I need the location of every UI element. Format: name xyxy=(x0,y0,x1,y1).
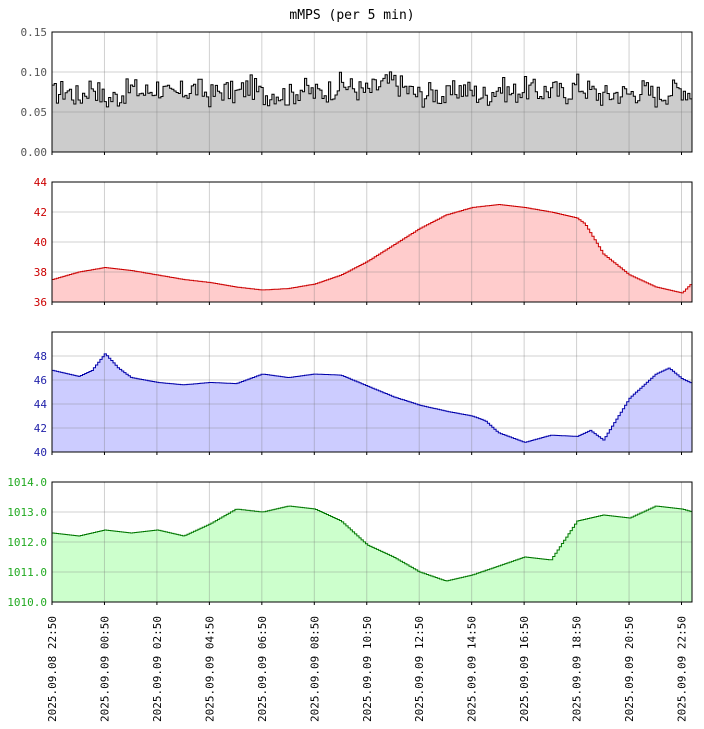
y-tick-label: 40 xyxy=(34,236,47,249)
y-tick-label: 1012.0 xyxy=(7,536,47,549)
panel-temperature: 36 38 40 42 44 xyxy=(34,176,693,309)
y-tick-label: 42 xyxy=(34,422,47,435)
x-tick-label: 2025.09.09 22:50 xyxy=(676,616,689,722)
y-tick-label: 0.15 xyxy=(21,26,48,39)
x-tick-label: 2025.09.09 18:50 xyxy=(571,616,584,722)
panel-frame xyxy=(51,31,693,153)
y-tick-label: 36 xyxy=(34,296,47,309)
panel-frame xyxy=(51,331,693,453)
x-tick-label: 2025.09.09 16:50 xyxy=(518,616,531,722)
panel-pressure: 1010.0 1011.0 1012.0 1013.0 1014.0 xyxy=(7,476,693,609)
panel-frame xyxy=(51,181,693,303)
x-tick-label: 2025.09.09 20:50 xyxy=(623,616,636,722)
y-tick-label: 0.00 xyxy=(21,146,48,159)
y-tick-label: 1013.0 xyxy=(7,506,47,519)
y-tick-label: 1011.0 xyxy=(7,566,47,579)
x-tick-label: 2025.09.09 00:50 xyxy=(98,616,111,722)
series-line-humidity xyxy=(52,353,692,443)
series-line-temperature xyxy=(52,204,692,294)
series-line-pressure xyxy=(52,505,692,582)
series-area-mmps xyxy=(52,71,692,152)
y-tick-label: 1014.0 xyxy=(7,476,47,489)
y-tick-label: 44 xyxy=(34,176,48,189)
series-area-humidity xyxy=(52,353,692,452)
x-tick-label: 2025.09.09 12:50 xyxy=(413,616,426,722)
y-tick-label: 1010.0 xyxy=(7,596,47,609)
series-area-temperature xyxy=(52,204,692,302)
y-tick-label: 38 xyxy=(34,266,47,279)
x-tick-label: 2025.09.09 02:50 xyxy=(151,616,164,722)
y-tick-label: 0.10 xyxy=(21,66,48,79)
x-tick-label: 2025.09.09 10:50 xyxy=(361,616,374,722)
y-tick-label: 48 xyxy=(34,350,47,363)
y-tick-label: 40 xyxy=(34,446,47,459)
y-tick-label: 46 xyxy=(34,374,47,387)
series-line-mmps xyxy=(52,71,692,108)
x-tick-label: 2025.09.09 06:50 xyxy=(256,616,269,722)
x-tick-label: 2025.09.08 22:50 xyxy=(46,616,59,722)
y-tick-label: 0.05 xyxy=(21,106,48,119)
x-tick-label: 2025.09.09 04:50 xyxy=(203,616,216,722)
y-tick-label: 44 xyxy=(34,398,48,411)
x-tick-label: 2025.09.09 14:50 xyxy=(466,616,479,722)
panel-frame xyxy=(51,481,693,603)
series-area-pressure xyxy=(52,506,692,602)
x-tick-label: 2025.09.09 08:50 xyxy=(308,616,321,722)
y-tick-label: 42 xyxy=(34,206,47,219)
panel-humidity: 40 42 44 46 48 xyxy=(34,331,693,459)
chart-title: mMPS (per 5 min) xyxy=(289,8,415,23)
panel-mmps: 0.00 0.05 0.10 0.15 xyxy=(21,26,693,159)
